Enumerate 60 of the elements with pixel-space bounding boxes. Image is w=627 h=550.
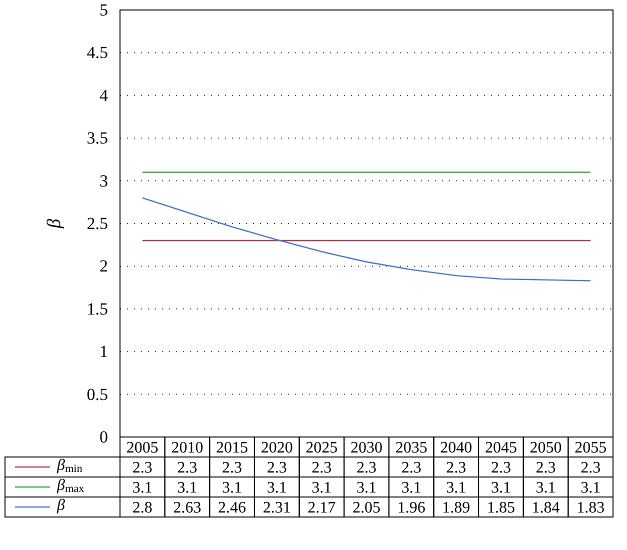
data-label: 2.3 <box>356 460 376 477</box>
x-tick-label: 2025 <box>306 440 338 457</box>
data-label: 2.3 <box>312 460 332 477</box>
data-label: 2.17 <box>308 500 336 517</box>
x-tick-label: 2005 <box>126 440 158 457</box>
data-label: 2.63 <box>173 500 202 517</box>
y-tick-label: 0.5 <box>86 384 108 404</box>
x-tick-label: 2030 <box>350 440 382 457</box>
data-label: 2.3 <box>132 460 152 477</box>
data-label: 2.3 <box>266 460 287 477</box>
y-tick-label: 4 <box>100 86 108 105</box>
data-label: 3.1 <box>222 480 242 497</box>
data-label: 1.96 <box>397 500 426 517</box>
x-tick-label: 2015 <box>216 440 248 457</box>
y-tick-label: 0 <box>100 427 108 446</box>
data-label: 1.84 <box>532 500 560 517</box>
data-label: 2.3 <box>580 460 601 477</box>
data-label: 2.3 <box>446 460 466 477</box>
data-label: 1.89 <box>442 500 470 517</box>
data-label: 1.83 <box>576 500 605 517</box>
data-label: 2.05 <box>352 500 380 517</box>
y-tick-label: 4.5 <box>86 43 108 62</box>
data-label: 2.3 <box>536 460 556 477</box>
x-tick-label: 2045 <box>484 440 517 457</box>
y-tick-label: 1.5 <box>86 299 108 318</box>
data-label: 1.85 <box>486 500 515 517</box>
y-axis-title: β <box>44 218 65 230</box>
x-tick-label: 2050 <box>530 440 562 457</box>
data-label: 2.3 <box>490 460 511 477</box>
x-tick-label: 2055 <box>574 440 607 457</box>
data-label: 2.46 <box>218 500 246 517</box>
y-tick-label: 2.5 <box>86 214 108 233</box>
x-tick-label: 2010 <box>171 440 204 457</box>
data-label: 2.3 <box>401 460 422 477</box>
data-label: 2.3 <box>177 460 198 477</box>
data-label: 2.3 <box>222 460 242 477</box>
y-tick-label: 3.5 <box>86 128 108 148</box>
x-tick-label: 2035 <box>395 440 428 457</box>
x-tick-label: 2020 <box>260 440 293 457</box>
y-tick-label: 1 <box>100 342 108 362</box>
data-label: 3.1 <box>132 480 152 497</box>
y-tick-label: 5 <box>100 0 108 20</box>
data-label: 3.1 <box>490 480 511 497</box>
data-label: 3.1 <box>266 480 287 497</box>
data-label: 3.1 <box>536 480 556 497</box>
data-label: 3.1 <box>401 480 422 497</box>
y-tick-label: 3 <box>100 171 108 190</box>
legend-label: β$_{max}$ <box>56 477 85 496</box>
data-label: 3.1 <box>580 480 601 497</box>
data-label: 3.1 <box>177 480 198 497</box>
y-tick-label: 2 <box>100 256 108 276</box>
data-label: 3.1 <box>356 480 376 497</box>
data-label: 3.1 <box>312 480 332 497</box>
line-series <box>142 197 592 282</box>
data-label: 3.1 <box>446 480 466 497</box>
legend-label: β <box>56 497 65 514</box>
data-label: 2.8 <box>132 500 152 517</box>
x-tick-label: 2040 <box>440 440 472 457</box>
data-label: 2.31 <box>262 500 291 517</box>
legend-label: β$_{min}$ <box>56 457 83 476</box>
